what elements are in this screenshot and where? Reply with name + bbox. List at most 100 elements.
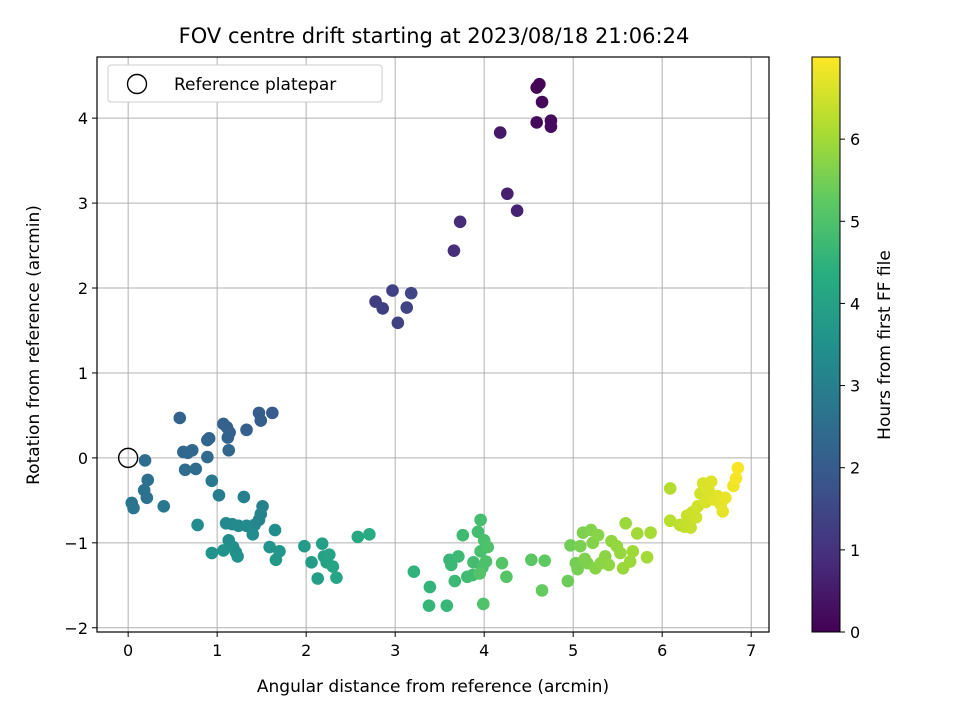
legend-marker (126, 73, 148, 95)
data-point (561, 574, 575, 588)
data-point (323, 548, 336, 562)
data-point (448, 574, 462, 588)
data-point (326, 560, 340, 573)
data-point (663, 514, 677, 528)
colorbar-tick-label: 1 (850, 541, 860, 560)
data-point (729, 471, 743, 485)
data-point (564, 539, 577, 552)
data-point (231, 550, 244, 563)
data-point (535, 584, 549, 597)
data-point (614, 546, 627, 560)
data-point (240, 423, 253, 437)
data-point (602, 558, 616, 572)
data-point (407, 565, 421, 578)
data-point (689, 511, 703, 524)
y-tick-label: 4 (78, 109, 88, 128)
colorbar: 0 1 2 3 4 5 6 Hours from first FF file (811, 56, 895, 642)
data-point (640, 550, 654, 564)
data-point (202, 432, 216, 445)
data-point (141, 473, 155, 487)
data-point (456, 528, 470, 542)
colorbar-tick-label: 3 (850, 377, 860, 396)
data-point (157, 499, 171, 513)
data-point (269, 553, 283, 567)
data-point (619, 516, 632, 530)
colorbar-gradient (811, 56, 841, 633)
data-point (423, 580, 437, 594)
data-point (440, 599, 454, 612)
data-point (630, 527, 644, 540)
data-point (544, 120, 558, 133)
data-point (305, 556, 318, 569)
data-point (500, 570, 513, 584)
data-point (453, 215, 467, 229)
data-point (173, 411, 187, 425)
data-point (626, 545, 640, 558)
data-point (181, 446, 195, 460)
y-tick-label: −2 (64, 619, 88, 638)
y-tick-label: 3 (78, 194, 88, 213)
data-point (535, 95, 549, 109)
data-point (591, 528, 605, 542)
plot-frame (96, 56, 770, 633)
x-tick-label: 0 (123, 641, 133, 660)
data-point (298, 539, 311, 553)
data-point (221, 431, 235, 444)
data-point (623, 555, 637, 568)
legend-label: Reference platepar (174, 75, 336, 95)
data-point (386, 284, 399, 297)
data-point (212, 488, 226, 502)
data-point (400, 301, 414, 314)
data-point (510, 204, 524, 218)
x-tick-label: 6 (657, 641, 667, 660)
data-point (404, 286, 418, 300)
y-axis-ticks: −2 −1 0 1 2 3 4 (64, 109, 97, 638)
data-point (246, 528, 260, 541)
data-point (127, 501, 140, 515)
legend-box (107, 64, 383, 103)
data-point (222, 443, 236, 457)
y-axis-label: Rotation from reference (arcmin) (24, 205, 44, 485)
data-point (644, 526, 657, 539)
data-point (315, 537, 329, 550)
colorbar-label: Hours from first FF file (875, 250, 895, 440)
data-point (476, 597, 490, 611)
data-point (538, 554, 552, 567)
x-tick-label: 2 (301, 641, 311, 660)
y-tick-label: 2 (78, 279, 88, 298)
data-point (263, 540, 276, 554)
grid-lines (97, 57, 769, 632)
colorbar-tick-label: 5 (850, 212, 860, 231)
data-point (140, 491, 154, 505)
data-point (447, 244, 461, 257)
data-points (117, 77, 745, 612)
data-point (376, 302, 390, 315)
data-point (663, 482, 677, 495)
data-point (268, 523, 282, 537)
data-point (574, 539, 587, 553)
colorbar-tick-label: 0 (850, 623, 860, 642)
colorbar-ticks: 0 1 2 3 4 5 6 (840, 130, 860, 642)
data-point (189, 462, 203, 476)
data-point (237, 490, 251, 504)
data-point (716, 505, 730, 518)
colorbar-tick-label: 4 (850, 294, 860, 313)
data-point (266, 406, 279, 420)
x-tick-label: 4 (479, 641, 489, 660)
data-point (422, 599, 436, 612)
data-point (444, 558, 458, 572)
data-point (351, 530, 365, 544)
y-tick-label: −1 (64, 534, 88, 553)
data-point (217, 544, 230, 557)
data-point (533, 77, 546, 91)
data-point (254, 414, 268, 427)
x-axis-ticks: 0 1 2 3 4 5 6 7 (123, 632, 756, 660)
data-point (495, 556, 509, 570)
colorbar-tick-label: 2 (850, 459, 860, 478)
x-tick-label: 1 (212, 641, 222, 660)
data-point (191, 518, 204, 532)
data-point (493, 126, 507, 139)
data-point (501, 187, 514, 201)
data-point (391, 316, 405, 330)
